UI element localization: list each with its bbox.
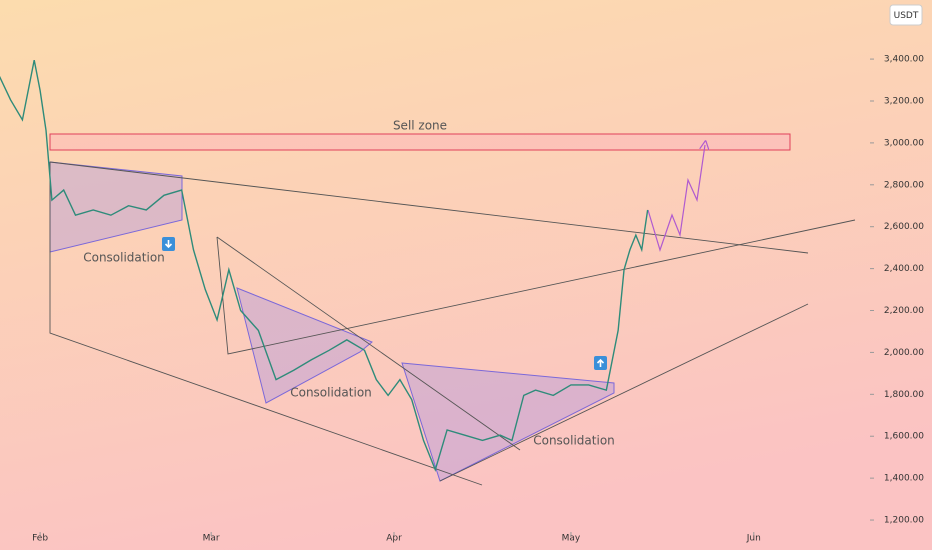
currency: USDT [894, 11, 919, 21]
annotation: Consolidation [83, 251, 165, 265]
y-tick-label: 3,200.00 [884, 96, 924, 106]
price-line [0, 59, 649, 472]
x-tick-label: May [562, 534, 581, 544]
y-tick-label: 3,000.00 [884, 138, 924, 148]
y-tick-label: 2,400.00 [884, 264, 924, 274]
annotation: Consolidation [533, 434, 615, 448]
sell-zone [49, 133, 791, 151]
y-tick-label: 2,200.00 [884, 306, 924, 316]
projection [647, 145, 705, 252]
x-tick-label: Mar [203, 534, 220, 544]
y-tick-label: 2,000.00 [884, 348, 924, 358]
y-tick-label: 1,400.00 [884, 474, 924, 484]
trend-line [49, 161, 809, 254]
x-tick-label: Feb [32, 534, 48, 544]
currency-box [889, 4, 923, 26]
y-tick-label: 2,600.00 [884, 222, 924, 232]
drawings [49, 133, 856, 486]
y-tick-label: 3,400.00 [884, 55, 924, 65]
trend-line [216, 219, 856, 355]
annotation: Sell zone [393, 119, 447, 133]
y-tick-label: 1,600.00 [884, 432, 924, 442]
trend-line [216, 236, 521, 451]
x-tick-label: Apr [386, 534, 402, 544]
channel-line [49, 162, 483, 486]
trend-line [439, 303, 809, 482]
consolidation-3 [401, 362, 615, 482]
y-tick-label: 1,800.00 [884, 390, 924, 400]
x-tick-label: Jun [746, 534, 761, 544]
y-tick-label: 2,800.00 [884, 180, 924, 190]
y-tick-label: 1,200.00 [884, 516, 924, 526]
annotation: Consolidation [290, 386, 372, 400]
consolidation-2 [236, 287, 373, 404]
